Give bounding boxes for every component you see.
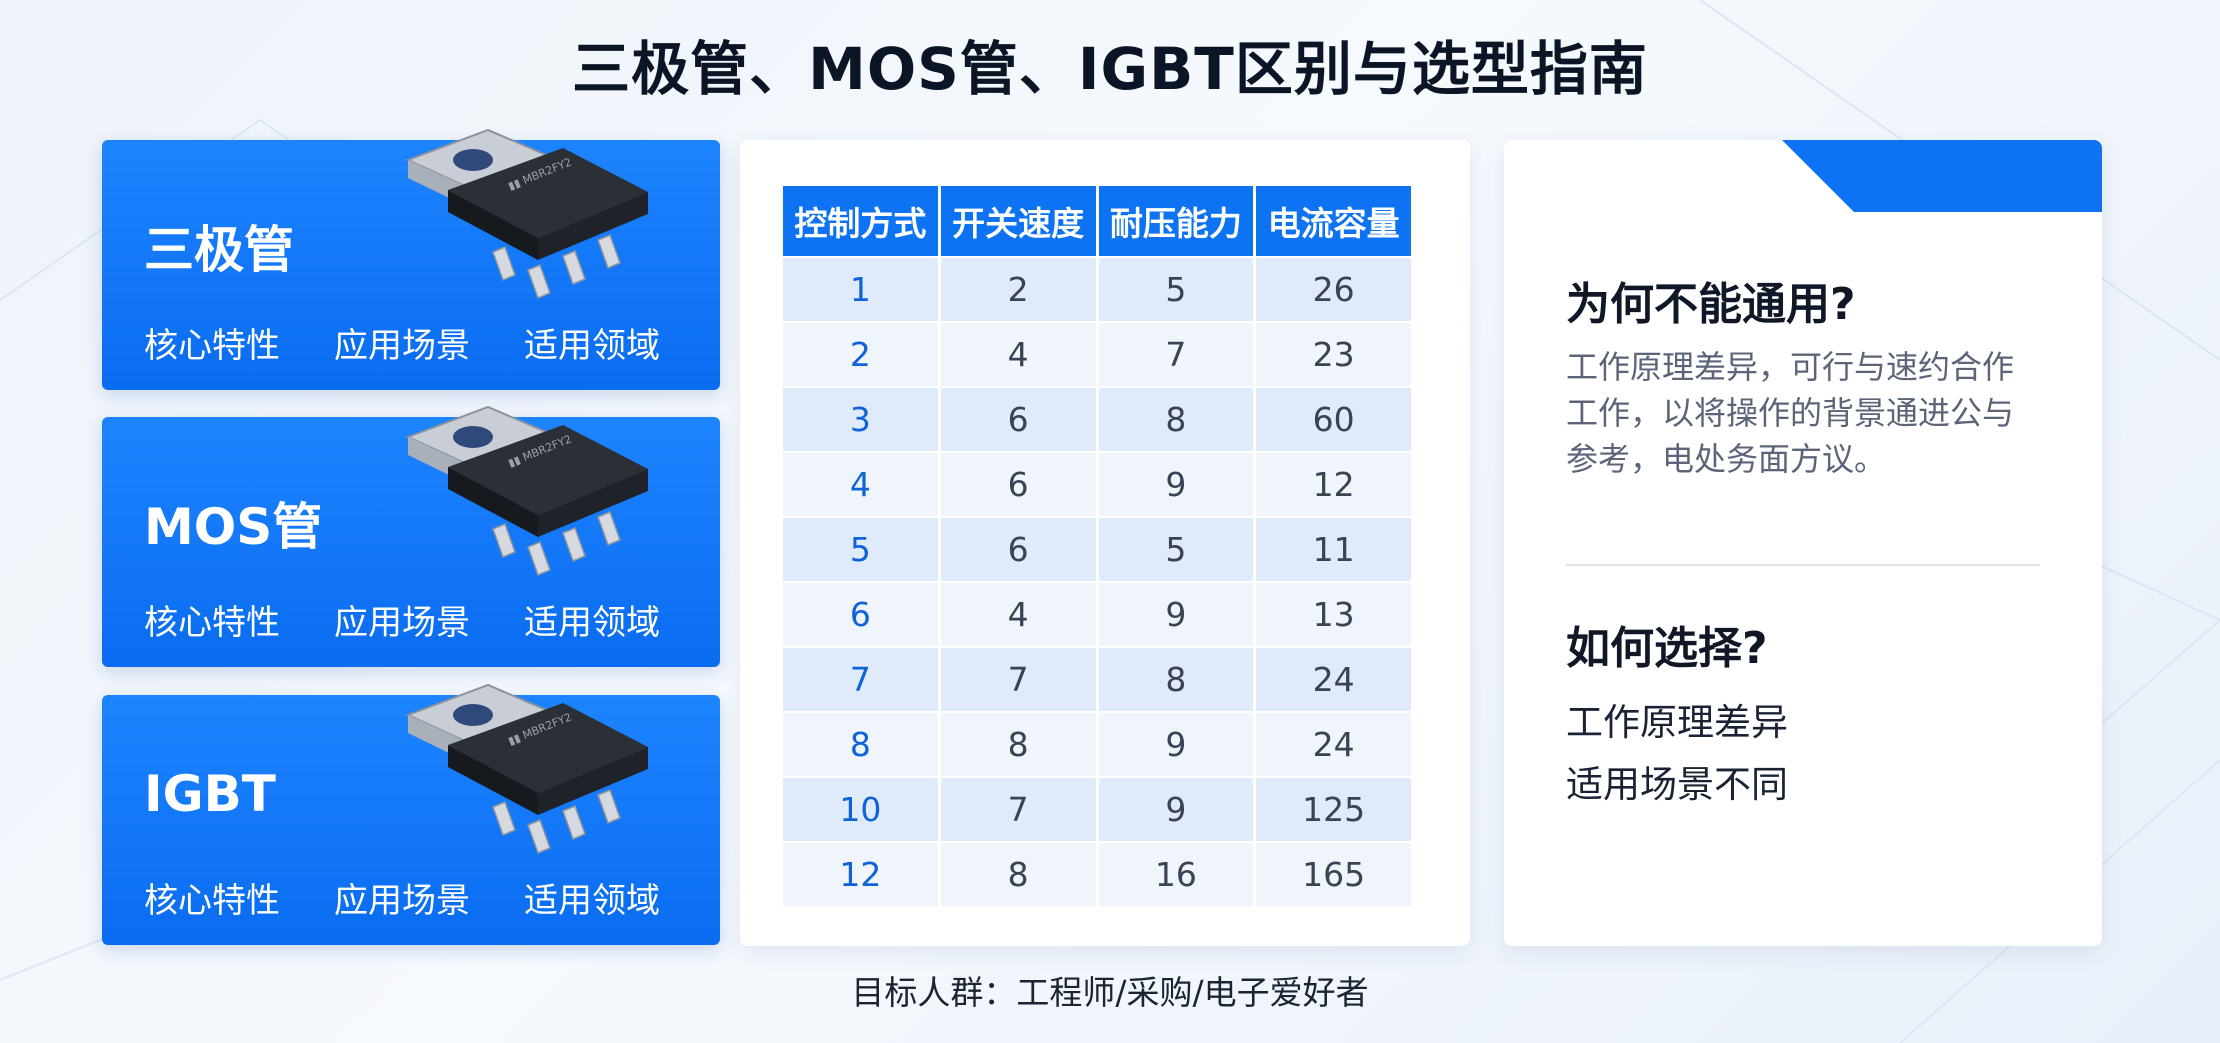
table-cell: 6 [940,388,1096,451]
table-cell: 5 [1098,518,1254,581]
table-cell: 6 [783,583,938,646]
transistor-chip-icon: ▮▮ MBR2FY2 [405,405,648,576]
table-cell: 9 [1098,453,1254,516]
divider [1566,564,2040,566]
table-cell: 23 [1256,323,1411,386]
table-cell: 7 [940,648,1096,711]
tag-applications[interactable]: 应用场景 [334,326,470,366]
table-cell: 8 [1098,388,1254,451]
tag-core-features[interactable]: 核心特性 [144,881,280,921]
table-cell: 5 [783,518,938,581]
table-cell: 5 [1098,258,1254,321]
corner-accent [1782,140,2102,212]
table-cell: 165 [1256,843,1411,906]
column-header: 控制方式 [783,186,938,256]
table-cell: 2 [940,258,1096,321]
column-header: 电流容量 [1256,186,1411,256]
page-title: 三极管、MOS管、IGBT区别与选型指南 [572,35,1648,103]
transistor-chip-icon: ▮▮ MBR2FY2 [405,128,648,299]
table-cell: 9 [1098,778,1254,841]
card-title: IGBT [144,765,276,823]
tag-fields[interactable]: 适用领域 [524,326,660,366]
table-row: 8 8 9 24 [783,713,1411,776]
table-cell: 8 [783,713,938,776]
column-header: 开关速度 [940,186,1096,256]
table-row: 5 6 5 11 [783,518,1411,581]
table-cell: 13 [1256,583,1411,646]
table-cell: 26 [1256,258,1411,321]
table-cell: 7 [940,778,1096,841]
table-cell: 1 [783,258,938,321]
table-cell: 9 [1098,583,1254,646]
table-row: 2 4 7 23 [783,323,1411,386]
card-mosfet[interactable]: ▮▮ MBR2FY2 MOS管 核心特性 应用场景 适用领域 [102,405,720,667]
tag-fields[interactable]: 适用领域 [524,603,660,643]
card-title: MOS管 [144,498,323,556]
card-title: 三极管 [144,221,294,279]
table-row: 7 7 8 24 [783,648,1411,711]
card-transistor[interactable]: ▮▮ MBR2FY2 三极管 核心特性 应用场景 适用领域 [102,128,720,390]
table-cell: 8 [940,843,1096,906]
table-cell: 4 [940,583,1096,646]
question-heading-why: 为何不能通用? [1566,279,1856,330]
table-row: 10 7 9 125 [783,778,1411,841]
target-audience: 目标人群：工程师/采购/电子爱好者 [851,973,1369,1012]
table-cell: 2 [783,323,938,386]
table-cell: 3 [783,388,938,451]
tag-fields[interactable]: 适用领域 [524,881,660,921]
card-igbt[interactable]: ▮▮ MBR2FY2 IGBT 核心特性 应用场景 适用领域 [102,683,720,945]
table-row: 3 6 8 60 [783,388,1411,451]
table-cell: 60 [1256,388,1411,451]
table-row: 4 6 9 12 [783,453,1411,516]
transistor-chip-icon: ▮▮ MBR2FY2 [405,683,648,854]
question-answer-text: 工作原理差异，可行与速约合作工作，以将操作的背景通进公与参考，电处务面方议。 [1566,348,2015,478]
answer-item: 适用场景不同 [1566,763,1788,806]
table-cell: 12 [1256,453,1411,516]
table-row: 6 4 9 13 [783,583,1411,646]
table-cell: 16 [1098,843,1254,906]
table-row: 1 2 5 26 [783,258,1411,321]
comparison-table: 控制方式 开关速度 耐压能力 电流容量 1 2 5 26 2 4 7 23 3 6 8 60 4 6 9 12… [780,184,1414,908]
tag-core-features[interactable]: 核心特性 [144,326,280,366]
tag-applications[interactable]: 应用场景 [334,603,470,643]
table-cell: 24 [1256,713,1411,776]
table-row: 12 8 16 165 [783,843,1411,906]
table-cell: 8 [1098,648,1254,711]
table-cell: 6 [940,453,1096,516]
table-cell: 4 [940,323,1096,386]
tag-applications[interactable]: 应用场景 [334,881,470,921]
table-cell: 7 [1098,323,1254,386]
question-heading-how: 如何选择? [1566,623,1768,674]
info-panel: 为何不能通用? 工作原理差异，可行与速约合作工作，以将操作的背景通进公与参考，电… [1504,140,2102,946]
table-cell: 8 [940,713,1096,776]
column-header: 耐压能力 [1098,186,1254,256]
table-cell: 7 [783,648,938,711]
table-cell: 9 [1098,713,1254,776]
table-cell: 11 [1256,518,1411,581]
table-cell: 10 [783,778,938,841]
tag-core-features[interactable]: 核心特性 [144,603,280,643]
table-cell: 12 [783,843,938,906]
comparison-table-panel: 控制方式 开关速度 耐压能力 电流容量 1 2 5 26 2 4 7 23 3 6 8 60 4 6 9 12… [740,140,1470,946]
table-cell: 125 [1256,778,1411,841]
table-header-row: 控制方式 开关速度 耐压能力 电流容量 [783,186,1411,256]
table-cell: 24 [1256,648,1411,711]
table-cell: 4 [783,453,938,516]
table-cell: 6 [940,518,1096,581]
answer-item: 工作原理差异 [1566,701,1788,744]
